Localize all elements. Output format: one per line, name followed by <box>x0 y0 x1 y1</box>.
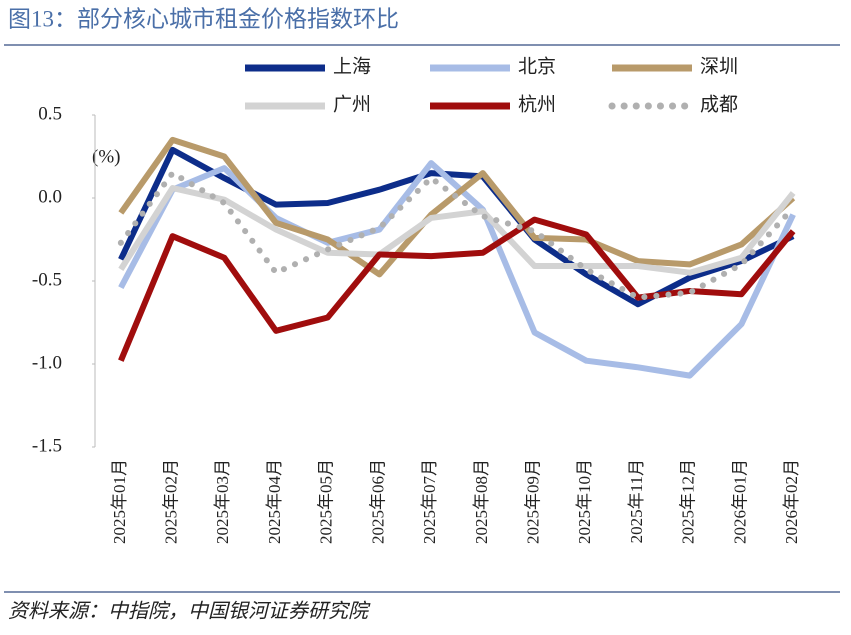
x-tick-label: 2025年02月 <box>161 459 180 544</box>
x-tick-label: 2025年06月 <box>368 459 387 544</box>
y-tick-label: 0.0 <box>38 186 62 207</box>
series-line <box>118 146 795 308</box>
series-line <box>118 160 796 379</box>
legend-label: 成都 <box>700 93 738 115</box>
y-tick-label: -1.0 <box>32 352 62 373</box>
series-line <box>117 170 797 301</box>
x-tick-label: 2025年10月 <box>575 459 594 544</box>
x-tick-label: 2026年02月 <box>782 459 801 544</box>
x-tick-label: 2026年01月 <box>730 459 749 544</box>
chart-title: 图13：部分核心城市租金价格指数环比 <box>8 6 399 31</box>
y-tick-label: -1.5 <box>32 435 62 456</box>
x-tick-label: 2025年11月 <box>627 459 646 543</box>
x-tick-label: 2025年09月 <box>523 459 542 544</box>
legend-label: 深圳 <box>700 55 738 77</box>
legend-label: 北京 <box>518 55 556 77</box>
legend-label: 杭州 <box>518 93 556 115</box>
source: 资料来源：中指院，中国银河证券研究院 <box>8 601 371 623</box>
x-tick-label: 2025年04月 <box>265 459 284 544</box>
legend-label: 广州 <box>333 93 371 115</box>
x-tick-label: 2025年05月 <box>317 459 336 544</box>
x-tick-label: 2025年01月 <box>110 459 129 544</box>
x-tick-label: 2025年03月 <box>213 459 232 544</box>
x-tick-label: 2025年12月 <box>679 459 698 544</box>
x-tick-label: 2025年08月 <box>472 459 491 544</box>
series-line <box>118 185 796 276</box>
y-tick-label: -0.5 <box>32 269 62 290</box>
x-tick-label: 2025年07月 <box>420 459 439 544</box>
unit-annotation: (%) <box>92 146 120 167</box>
legend-label: 上海 <box>333 55 371 77</box>
y-tick-label: 0.5 <box>38 103 62 124</box>
